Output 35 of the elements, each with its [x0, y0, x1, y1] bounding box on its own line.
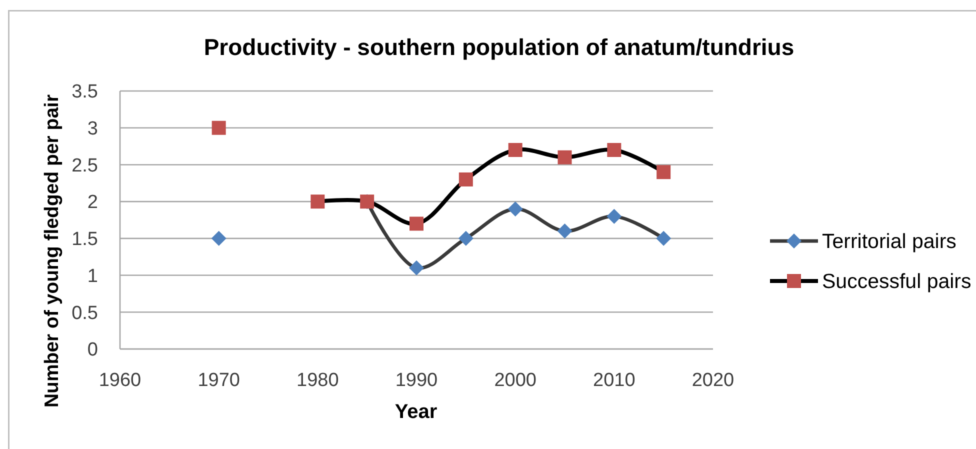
point: [410, 216, 424, 231]
point: [212, 120, 226, 135]
y-tick-label: 2.5: [72, 155, 98, 176]
chart-title: Productivity - southern population of anatum/tundrius: [204, 34, 794, 60]
x-tick-label: 2020: [692, 370, 734, 391]
point: [458, 230, 474, 246]
x-tick-label: 2000: [494, 370, 536, 391]
point: [458, 172, 473, 186]
x-tick-label: 1960: [98, 370, 142, 391]
y-tick-label: 2: [87, 192, 98, 214]
point: [508, 201, 523, 216]
x-axis-title: Year: [394, 401, 438, 423]
y-tick-label: 1.5: [72, 229, 98, 250]
point: [606, 208, 622, 224]
y-tick-label: 1: [87, 266, 98, 287]
x-tick-label: 1980: [296, 370, 339, 391]
point: [211, 230, 226, 246]
legend-label: Territorial pairs: [822, 230, 956, 254]
point: [607, 142, 622, 157]
x-tick-label: 1970: [198, 370, 240, 391]
y-tick-label: 0: [87, 340, 98, 361]
y-axis-title: Number of young fledged per pair: [41, 94, 63, 408]
point: [557, 224, 572, 239]
point: [656, 230, 672, 246]
point: [310, 194, 325, 209]
point: [656, 165, 671, 180]
x-tick-label: 1990: [395, 370, 438, 391]
legend-label: Successful pairs: [822, 270, 972, 294]
y-tick-label: 0.5: [72, 302, 98, 324]
x-tick-label: 2010: [593, 370, 636, 391]
y-tick-label: 3: [87, 118, 98, 140]
y-tick-label: 3.5: [72, 82, 98, 103]
point: [508, 142, 522, 157]
point: [558, 150, 572, 164]
point: [409, 260, 424, 276]
